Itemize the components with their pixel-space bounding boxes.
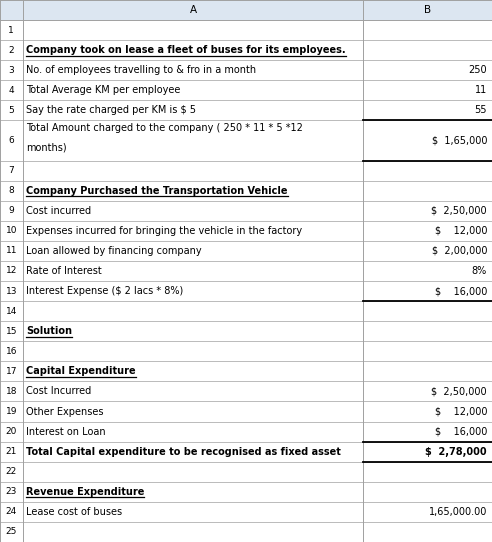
Text: $    16,000: $ 16,000: [435, 286, 487, 296]
Text: $    16,000: $ 16,000: [435, 427, 487, 437]
Text: $    12,000: $ 12,000: [434, 406, 487, 416]
Text: 4: 4: [8, 86, 14, 95]
Text: Cost incurred: Cost incurred: [26, 206, 91, 216]
Bar: [0, 201, 492, 221]
Bar: [0, 180, 492, 201]
Text: 23: 23: [5, 487, 17, 496]
Text: 10: 10: [5, 227, 17, 235]
Text: $    12,000: $ 12,000: [434, 226, 487, 236]
Bar: [0, 221, 492, 241]
Text: 7: 7: [8, 166, 14, 175]
Text: $  2,50,000: $ 2,50,000: [431, 386, 487, 396]
Bar: [0, 241, 492, 261]
Text: 6: 6: [8, 136, 14, 145]
Bar: [0, 502, 492, 522]
Text: 15: 15: [5, 327, 17, 335]
Text: Say the rate charged per KM is $ 5: Say the rate charged per KM is $ 5: [26, 105, 196, 115]
Text: Lease cost of buses: Lease cost of buses: [26, 507, 122, 517]
Text: 25: 25: [5, 527, 17, 537]
Text: Interest on Loan: Interest on Loan: [26, 427, 106, 437]
Bar: [0, 341, 492, 362]
Bar: [0, 442, 492, 462]
Text: Total Capital expenditure to be recognised as fixed asset: Total Capital expenditure to be recognis…: [26, 447, 341, 457]
Text: Cost Incurred: Cost Incurred: [26, 386, 92, 396]
Bar: [0, 382, 492, 402]
Bar: [0, 261, 492, 281]
Text: 2: 2: [8, 46, 14, 55]
Text: 11: 11: [5, 247, 17, 255]
Text: 8: 8: [8, 186, 14, 195]
Bar: [0, 120, 492, 160]
Bar: [0, 321, 492, 341]
Text: 9: 9: [8, 207, 14, 215]
Text: 16: 16: [5, 347, 17, 356]
Text: 17: 17: [5, 367, 17, 376]
Text: $  2,78,000: $ 2,78,000: [426, 447, 487, 457]
Text: 8%: 8%: [472, 266, 487, 276]
Text: Other Expenses: Other Expenses: [26, 406, 104, 416]
Bar: [0, 20, 492, 40]
Text: 24: 24: [6, 507, 17, 517]
Text: $  2,50,000: $ 2,50,000: [431, 206, 487, 216]
Text: 11: 11: [475, 85, 487, 95]
Bar: [0, 100, 492, 120]
Bar: [0, 40, 492, 60]
Bar: [0, 80, 492, 100]
Text: Total Amount charged to the company ( 250 * 11 * 5 *12: Total Amount charged to the company ( 25…: [26, 123, 303, 133]
Bar: [0, 482, 492, 502]
Bar: [0, 522, 492, 542]
Bar: [0, 160, 492, 180]
Bar: [0, 422, 492, 442]
Text: 1,65,000.00: 1,65,000.00: [429, 507, 487, 517]
Text: Company Purchased the Transportation Vehicle: Company Purchased the Transportation Veh…: [26, 186, 288, 196]
Text: Company took on lease a fleet of buses for its employees.: Company took on lease a fleet of buses f…: [26, 45, 346, 55]
Text: 18: 18: [5, 387, 17, 396]
Text: Expenses incurred for bringing the vehicle in the factory: Expenses incurred for bringing the vehic…: [26, 226, 302, 236]
Text: Interest Expense ($ 2 lacs * 8%): Interest Expense ($ 2 lacs * 8%): [26, 286, 184, 296]
Bar: [0, 281, 492, 301]
Text: $  2,00,000: $ 2,00,000: [431, 246, 487, 256]
Text: Loan allowed by financing company: Loan allowed by financing company: [26, 246, 202, 256]
Text: 1: 1: [8, 25, 14, 35]
Text: 12: 12: [5, 267, 17, 275]
Text: 5: 5: [8, 106, 14, 115]
Bar: [0, 301, 492, 321]
Text: A: A: [189, 5, 197, 15]
Text: 14: 14: [5, 307, 17, 315]
Text: $  1,65,000: $ 1,65,000: [431, 136, 487, 145]
Text: No. of employees travelling to & fro in a month: No. of employees travelling to & fro in …: [26, 65, 256, 75]
Text: 22: 22: [6, 467, 17, 476]
Text: 250: 250: [468, 65, 487, 75]
Bar: [0, 402, 492, 422]
Text: Revenue Expenditure: Revenue Expenditure: [26, 487, 145, 497]
Bar: [0, 362, 492, 382]
Text: Capital Expenditure: Capital Expenditure: [26, 366, 136, 376]
Text: months): months): [26, 143, 67, 152]
Text: 19: 19: [5, 407, 17, 416]
Text: 3: 3: [8, 66, 14, 75]
Text: B: B: [424, 5, 431, 15]
Text: 13: 13: [5, 287, 17, 295]
Text: 21: 21: [5, 447, 17, 456]
Text: Solution: Solution: [26, 326, 72, 336]
Text: Total Average KM per employee: Total Average KM per employee: [26, 85, 181, 95]
Bar: [0, 0, 492, 20]
Bar: [0, 60, 492, 80]
Bar: [0, 462, 492, 482]
Text: Rate of Interest: Rate of Interest: [26, 266, 102, 276]
Text: 20: 20: [5, 427, 17, 436]
Text: 55: 55: [475, 105, 487, 115]
